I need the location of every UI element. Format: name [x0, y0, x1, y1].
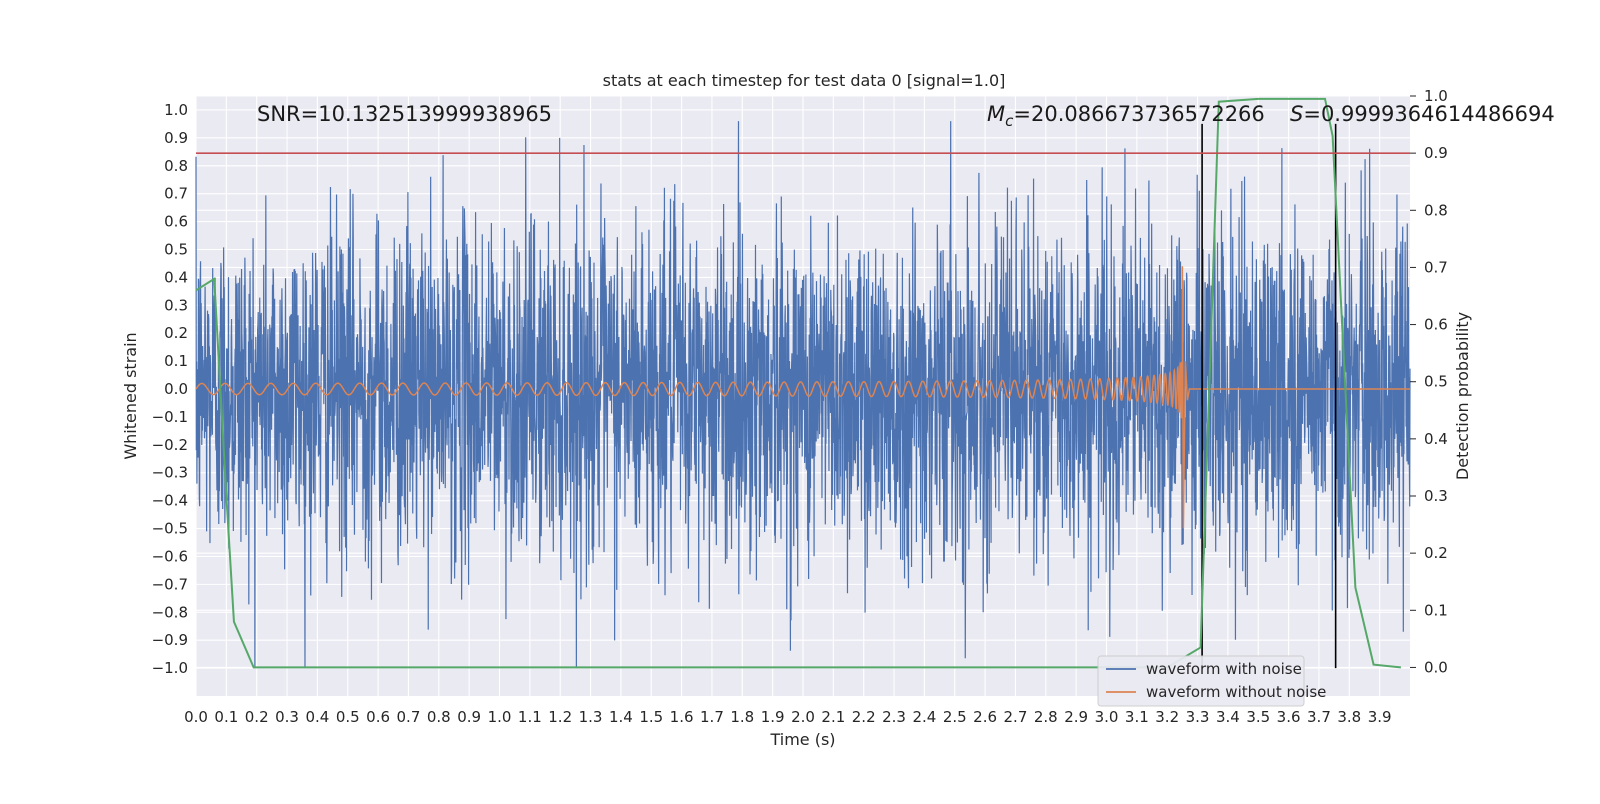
y-tick-labels: 1.0 0.9 0.8 0.7 0.6 0.5 0.4 0.3 0.2 0.1 0.0 −0.1 −0.… [152, 101, 188, 677]
y-tick-label: 0.5 [164, 240, 188, 258]
x-tick-label: 0.3 [275, 708, 299, 726]
x-tick-label: 2.9 [1064, 708, 1088, 726]
x-tick-label: 0.8 [427, 708, 451, 726]
x-tick-label: 3.6 [1277, 708, 1301, 726]
y-tick-label: −0.3 [152, 464, 188, 482]
x-tick-label: 2.8 [1034, 708, 1058, 726]
y2-tick-label: 0.1 [1424, 601, 1448, 619]
x-tick-label: 2.3 [882, 708, 906, 726]
y-tick-label: −0.1 [152, 408, 188, 426]
x-tick-label: 1.3 [579, 708, 603, 726]
x-tick-label: 1.7 [700, 708, 724, 726]
x-tick-label: 0.1 [214, 708, 238, 726]
y-tick-label: −0.9 [152, 631, 188, 649]
y-tick-label: 0.9 [164, 129, 188, 147]
x-tick-label: 1.9 [761, 708, 785, 726]
y-tick-label: −0.7 [152, 575, 188, 593]
y-tick-label: −1.0 [152, 659, 188, 677]
y2-tick-label: 0.0 [1424, 658, 1448, 676]
x-tick-label: 3.2 [1155, 708, 1179, 726]
series-waveform-with-noise [195, 121, 1411, 669]
y-tick-label: −0.8 [152, 603, 188, 621]
y-tick-label: 0.4 [164, 268, 188, 286]
x-tick-label: 1.0 [488, 708, 512, 726]
y-tick-label: 0.1 [164, 352, 188, 370]
legend-box [1097, 655, 1305, 707]
x-tick-label: 0.7 [397, 708, 421, 726]
s-value: =0.9999364614486694 [1303, 102, 1554, 126]
y2-tick-label: 1.0 [1424, 87, 1448, 105]
x-tick-label: 1.4 [609, 708, 633, 726]
y-tick-label: −0.2 [152, 436, 188, 454]
x-tick-label: 1.8 [730, 708, 754, 726]
x-tick-label: 3.4 [1216, 708, 1240, 726]
legend-label-noisy: waveform with noise [1146, 660, 1302, 678]
y2-tick-label: 0.3 [1424, 487, 1448, 505]
x-axis-label: Time (s) [769, 730, 835, 749]
noisy-waveform-line [195, 121, 1411, 669]
mc-value: =20.086673736572266 [1013, 102, 1264, 126]
x-tick-label: 0.2 [245, 708, 269, 726]
x-tick-label: 1.2 [548, 708, 572, 726]
x-tick-label: 2.1 [821, 708, 845, 726]
x-tick-label: 1.5 [639, 708, 663, 726]
x-tick-label: 3.8 [1337, 708, 1361, 726]
y2-tick-label: 0.4 [1424, 430, 1448, 448]
x-tick-label: 3.5 [1246, 708, 1270, 726]
y-axis-label: Whitened strain [121, 332, 140, 459]
x-tick-label: 3.0 [1095, 708, 1119, 726]
y-tick-label: 0.8 [164, 157, 188, 175]
y-tick-label: 0.0 [164, 380, 188, 398]
y2-axis-label: Detection probability [1453, 312, 1472, 480]
x-tick-labels: 0.0 0.1 0.2 0.3 0.4 0.5 0.6 0.7 0.8 0.9 1.0 1.1 1.2 1… [184, 708, 1392, 726]
x-tick-label: 0.6 [366, 708, 390, 726]
x-tick-label: 0.4 [305, 708, 329, 726]
clean-waveform-line [195, 266, 1410, 529]
y-tick-label: 0.6 [164, 213, 188, 231]
y-tick-label: −0.6 [152, 547, 188, 565]
y2-tick-labels: 1.0 0.9 0.8 0.7 0.6 0.5 0.4 0.3 0.2 0.1 0.0 [1410, 87, 1448, 676]
x-tick-label: 3.9 [1368, 708, 1392, 726]
x-tick-label: 2.0 [791, 708, 815, 726]
x-tick-label: 0.9 [457, 708, 481, 726]
legend: waveform with noise waveform without noi… [1097, 655, 1326, 707]
s-annotation: S=0.9999364614486694 [1290, 102, 1555, 126]
x-tick-label: 0.0 [184, 708, 208, 726]
y-tick-label: −0.5 [152, 520, 188, 538]
x-tick-label: 2.7 [1004, 708, 1028, 726]
mc-annotation: Mc=20.086673736572266 [987, 102, 1265, 130]
x-tick-label: 1.1 [518, 708, 542, 726]
y-tick-label: 0.3 [164, 296, 188, 314]
x-tick-label: 2.6 [973, 708, 997, 726]
y-tick-label: 1.0 [164, 101, 188, 119]
y2-tick-label: 0.5 [1424, 373, 1448, 391]
mc-subscript: c [1005, 112, 1014, 130]
x-tick-label: 2.2 [852, 708, 876, 726]
x-tick-label: 3.7 [1307, 708, 1331, 726]
s-symbol: S [1290, 102, 1303, 126]
y2-tick-label: 0.8 [1424, 201, 1448, 219]
y2-tick-label: 0.7 [1424, 258, 1448, 276]
x-tick-label: 1.6 [670, 708, 694, 726]
y-tick-label: 0.7 [164, 185, 188, 203]
x-tick-label: 2.4 [912, 708, 936, 726]
y2-tick-label: 0.9 [1424, 144, 1448, 162]
x-tick-label: 0.5 [336, 708, 360, 726]
y-tick-label: 0.2 [164, 324, 188, 342]
series-waveform-without-noise [195, 266, 1410, 529]
legend-label-clean: waveform without noise [1146, 683, 1326, 701]
snr-annotation: SNR=10.132513999938965 [257, 102, 552, 126]
y2-tick-label: 0.6 [1424, 316, 1448, 334]
x-tick-label: 3.1 [1125, 708, 1149, 726]
mc-symbol: M [987, 102, 1005, 126]
chart-title: stats at each timestep for test data 0 [… [603, 71, 1006, 90]
x-tick-label: 2.5 [943, 708, 967, 726]
x-tick-label: 3.3 [1186, 708, 1210, 726]
y-tick-label: −0.4 [152, 492, 188, 510]
y2-tick-label: 0.2 [1424, 544, 1448, 562]
